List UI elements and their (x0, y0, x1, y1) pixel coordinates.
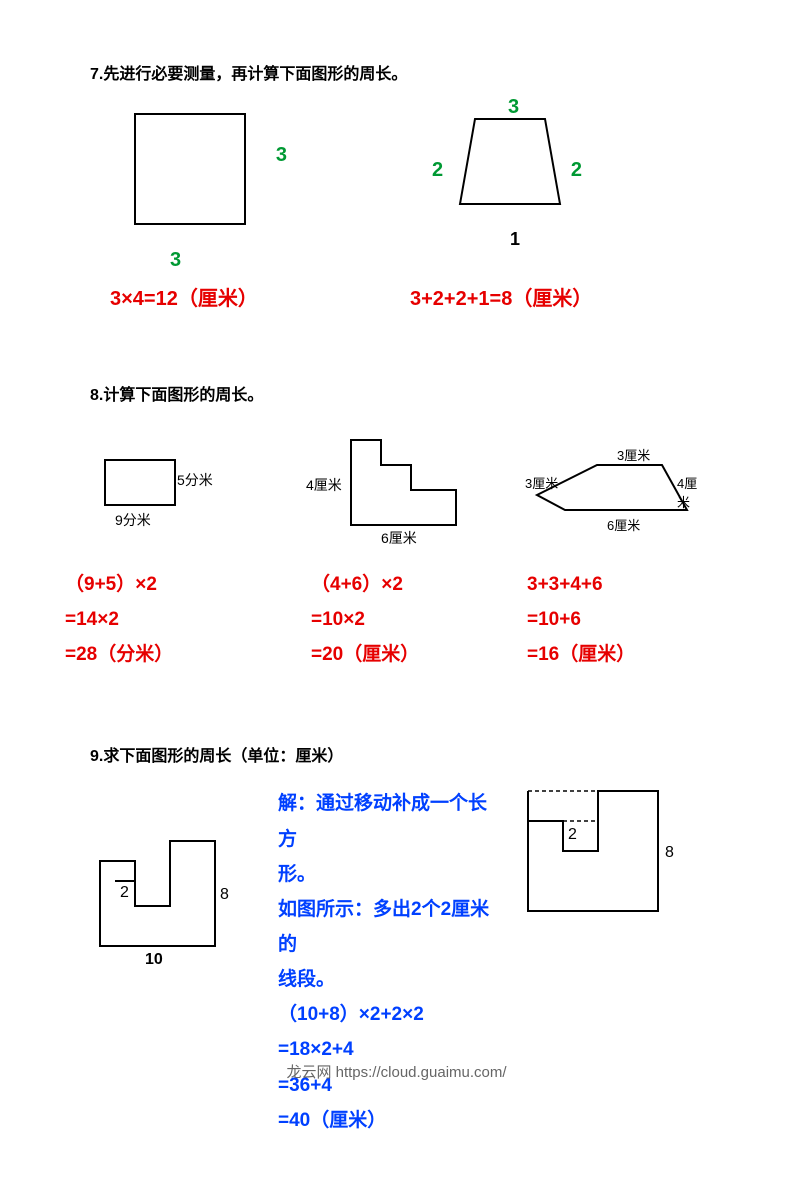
rect-answer: （9+5）×2 =14×2 =28（分米） (65, 567, 271, 672)
rect-ans-line-0: （9+5）×2 (65, 567, 271, 602)
square-label-right: 3 (276, 144, 287, 167)
problem-7-trapezoid-block: 3 2 2 1 3+2+2+1=8（厘米） (410, 104, 630, 311)
square-svg (125, 104, 265, 244)
p9-exp-line-4: （10+8）×2+2×2 (278, 997, 505, 1032)
lshape-label-left: 4厘米 (306, 475, 342, 495)
trap-label-top: 3 (508, 96, 519, 119)
page-footer: 龙云网 https://cloud.guaimu.com/ (0, 1061, 793, 1082)
rect-label-right: 5分米 (177, 470, 213, 490)
p8-quad-figure: 3厘米 3厘米 4厘米 6厘米 (527, 425, 703, 545)
square-answer: 3×4=12（厘米） (110, 282, 310, 311)
lshape-ans-line-2: =20（厘米） (311, 637, 487, 672)
quad-label-topright: 3厘米 (617, 445, 650, 464)
trapezoid-answer: 3+2+2+1=8（厘米） (410, 282, 630, 311)
p9-fig2-svg (523, 786, 703, 946)
square-figure: 3 3 (125, 104, 265, 244)
page-content: 7.先进行必要测量，再计算下面图形的周长。 3 3 3×4=12（厘米） 3 (0, 0, 793, 1178)
p9-fig2-label-right: 8 (665, 844, 674, 862)
lshape-answer: （4+6）×2 =10×2 =20（厘米） (311, 567, 487, 672)
quad-label-right: 4厘米 (677, 473, 703, 511)
problem-7: 7.先进行必要测量，再计算下面图形的周长。 3 3 3×4=12（厘米） 3 (90, 60, 703, 311)
trap-label-right: 2 (571, 159, 582, 182)
p9-fig1-svg (90, 786, 260, 966)
quad-ans-line-1: =10+6 (527, 602, 703, 637)
trap-label-bottom: 1 (510, 229, 520, 250)
p9-fig1-label-inner: 2 (120, 884, 129, 902)
quad-ans-line-2: =16（厘米） (527, 637, 703, 672)
quad-ans-line-0: 3+3+4+6 (527, 567, 703, 602)
p8-quad-col: 3厘米 3厘米 4厘米 6厘米 3+3+4+6 =10+6 =16（厘米） (527, 425, 703, 672)
quad-answer: 3+3+4+6 =10+6 =16（厘米） (527, 567, 703, 672)
problem-8: 8.计算下面图形的周长。 5分米 9分米 （9+5）×2 =14×2 =28（分… (90, 381, 703, 672)
p8-lshape-col: 4厘米 6厘米 （4+6）×2 =10×2 =20（厘米） (311, 425, 487, 672)
p9-figure-2: 2 8 (523, 786, 703, 946)
p9-exp-line-2: 如图所示：多出2个2厘米的 (278, 892, 505, 962)
lshape-ans-line-1: =10×2 (311, 602, 487, 637)
p9-fig1-label-bottom: 10 (145, 951, 163, 969)
rect-label-bottom: 9分米 (115, 510, 151, 530)
square-label-bottom: 3 (170, 249, 181, 272)
rect-ans-line-1: =14×2 (65, 602, 271, 637)
trapezoid-figure: 3 2 2 1 (430, 104, 590, 244)
quad-label-bottom: 6厘米 (607, 515, 640, 534)
problem-8-figures: 5分米 9分米 （9+5）×2 =14×2 =28（分米） 4厘米 6厘米 (95, 425, 703, 672)
lshape-ans-line-0: （4+6）×2 (311, 567, 487, 602)
p8-lshape-figure: 4厘米 6厘米 (311, 425, 487, 545)
lshape-label-bottom: 6厘米 (381, 528, 417, 548)
problem-9-row: 2 8 10 解：通过移动补成一个长方 形。 如图所示：多出2个2厘米的 线段。… (90, 786, 703, 1137)
p9-figure-1: 2 8 10 (90, 786, 260, 966)
p9-explanation: 解：通过移动补成一个长方 形。 如图所示：多出2个2厘米的 线段。 （10+8）… (278, 786, 505, 1137)
p9-exp-line-3: 线段。 (278, 962, 505, 997)
trap-label-left: 2 (432, 159, 443, 182)
p9-exp-line-7: =40（厘米） (278, 1103, 505, 1138)
problem-7-title: 7.先进行必要测量，再计算下面图形的周长。 (90, 60, 703, 84)
problem-9-title: 9.求下面图形的周长（单位：厘米） (90, 742, 703, 766)
problem-7-square-block: 3 3 3×4=12（厘米） (110, 104, 310, 311)
problem-8-title: 8.计算下面图形的周长。 (90, 381, 703, 405)
problem-7-figures: 3 3 3×4=12（厘米） 3 2 2 1 3+2+2+1=8（厘米） (110, 104, 703, 311)
p9-fig2-label-inner: 2 (568, 826, 577, 844)
quad-label-left: 3厘米 (525, 473, 558, 492)
rect-ans-line-2: =28（分米） (65, 637, 271, 672)
p9-exp-line-1: 形。 (278, 857, 505, 892)
p8-rect-figure: 5分米 9分米 (95, 425, 271, 545)
p9-exp-line-0: 解：通过移动补成一个长方 (278, 786, 505, 856)
trapezoid-svg (430, 104, 590, 234)
p8-rect-col: 5分米 9分米 （9+5）×2 =14×2 =28（分米） (95, 425, 271, 672)
p9-fig1-label-right: 8 (220, 886, 229, 904)
